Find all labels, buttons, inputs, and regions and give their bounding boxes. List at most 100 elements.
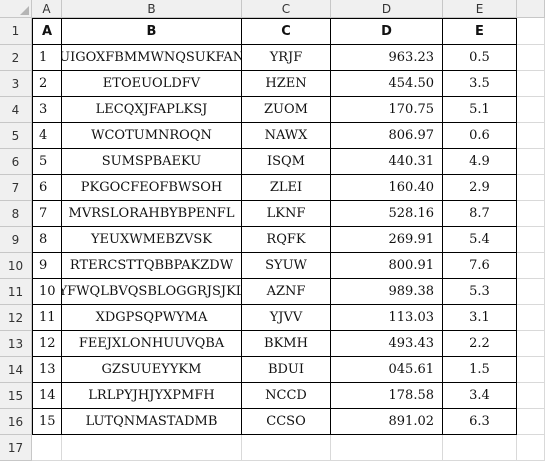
empty-cell[interactable] xyxy=(517,175,545,201)
table-cell[interactable]: 5.1 xyxy=(443,97,517,123)
row-header-4[interactable]: 4 xyxy=(0,97,32,123)
table-cell[interactable]: YEUXWMEBZVSK xyxy=(62,227,242,253)
table-cell[interactable]: 10 xyxy=(32,279,62,305)
empty-cell[interactable] xyxy=(517,279,545,305)
table-cell[interactable]: SUMSPBAEKU xyxy=(62,149,242,175)
row-header-15[interactable]: 15 xyxy=(0,383,32,409)
row-header-9[interactable]: 9 xyxy=(0,227,32,253)
table-cell[interactable]: 3.1 xyxy=(443,305,517,331)
table-cell[interactable]: RQFK xyxy=(242,227,331,253)
table-cell[interactable]: 8.7 xyxy=(443,201,517,227)
table-cell[interactable]: 3 xyxy=(32,97,62,123)
empty-cell[interactable] xyxy=(517,149,545,175)
row-header-10[interactable]: 10 xyxy=(0,253,32,279)
table-cell[interactable]: 5.4 xyxy=(443,227,517,253)
row-header-16[interactable]: 16 xyxy=(0,409,32,435)
table-cell[interactable]: 1 xyxy=(32,45,62,71)
table-cell[interactable]: 5 xyxy=(32,149,62,175)
table-cell[interactable]: ETOEUOLDFV xyxy=(62,71,242,97)
column-title-a[interactable]: A xyxy=(32,18,62,45)
table-cell[interactable]: MVRSLORAHBYBPENFL xyxy=(62,201,242,227)
table-cell[interactable]: 11 xyxy=(32,305,62,331)
table-cell[interactable]: 9 xyxy=(32,253,62,279)
table-cell[interactable]: 0.6 xyxy=(443,123,517,149)
table-cell[interactable]: 1.5 xyxy=(443,357,517,383)
table-cell[interactable]: 14 xyxy=(32,383,62,409)
table-cell[interactable]: 454.50 xyxy=(331,71,443,97)
table-cell[interactable]: CCSO xyxy=(242,409,331,435)
select-all-corner[interactable] xyxy=(0,0,32,18)
table-cell[interactable]: 6 xyxy=(32,175,62,201)
empty-cell[interactable] xyxy=(32,435,62,461)
table-cell[interactable]: 4.9 xyxy=(443,149,517,175)
table-cell[interactable]: FEEJXLONHUUVQBA xyxy=(62,331,242,357)
column-title-e[interactable]: E xyxy=(443,18,517,45)
table-cell[interactable]: SUIGOXFBMMWNQSUKFANT xyxy=(62,45,242,71)
table-cell[interactable]: 440.31 xyxy=(331,149,443,175)
table-cell[interactable]: GZSUUEYYKM xyxy=(62,357,242,383)
table-cell[interactable]: NCCD xyxy=(242,383,331,409)
empty-cell[interactable] xyxy=(517,435,545,461)
column-title-c[interactable]: C xyxy=(242,18,331,45)
table-cell[interactable]: RTERCSTTQBBPAKZDW xyxy=(62,253,242,279)
table-cell[interactable]: 7 xyxy=(32,201,62,227)
column-header-e[interactable]: E xyxy=(443,0,517,18)
empty-cell[interactable] xyxy=(517,18,545,45)
table-cell[interactable]: AZNF xyxy=(242,279,331,305)
empty-cell[interactable] xyxy=(62,435,242,461)
table-cell[interactable]: 3.4 xyxy=(443,383,517,409)
table-cell[interactable]: 269.91 xyxy=(331,227,443,253)
column-header-b[interactable]: B xyxy=(62,0,242,18)
table-cell[interactable]: SYUW xyxy=(242,253,331,279)
empty-cell[interactable] xyxy=(517,227,545,253)
table-cell[interactable]: BDUI xyxy=(242,357,331,383)
table-cell[interactable]: 2 xyxy=(32,71,62,97)
empty-cell[interactable] xyxy=(517,71,545,97)
row-header-3[interactable]: 3 xyxy=(0,71,32,97)
column-title-b[interactable]: B xyxy=(62,18,242,45)
table-cell[interactable]: 160.40 xyxy=(331,175,443,201)
table-cell[interactable]: BKMH xyxy=(242,331,331,357)
table-cell[interactable]: 045.61 xyxy=(331,357,443,383)
table-cell[interactable]: 528.16 xyxy=(331,201,443,227)
empty-cell[interactable] xyxy=(517,253,545,279)
table-cell[interactable]: YRJF xyxy=(242,45,331,71)
table-cell[interactable]: PKGOCFEOFBWSOH xyxy=(62,175,242,201)
row-header-11[interactable]: 11 xyxy=(0,279,32,305)
empty-cell[interactable] xyxy=(331,435,443,461)
table-cell[interactable]: ISQM xyxy=(242,149,331,175)
table-cell[interactable]: 2.9 xyxy=(443,175,517,201)
table-cell[interactable]: 170.75 xyxy=(331,97,443,123)
empty-cell[interactable] xyxy=(517,305,545,331)
empty-cell[interactable] xyxy=(517,123,545,149)
empty-cell[interactable] xyxy=(517,409,545,435)
column-title-d[interactable]: D xyxy=(331,18,443,45)
empty-cell[interactable] xyxy=(517,383,545,409)
empty-cell[interactable] xyxy=(517,97,545,123)
empty-cell[interactable] xyxy=(443,435,517,461)
row-header-1[interactable]: 1 xyxy=(0,18,32,45)
table-cell[interactable]: YJVV xyxy=(242,305,331,331)
table-cell[interactable]: 0.5 xyxy=(443,45,517,71)
table-cell[interactable]: LUTQNMASTADMB xyxy=(62,409,242,435)
empty-cell[interactable] xyxy=(242,435,331,461)
table-cell[interactable]: 4 xyxy=(32,123,62,149)
empty-cell[interactable] xyxy=(517,357,545,383)
table-cell[interactable]: 891.02 xyxy=(331,409,443,435)
empty-cell[interactable] xyxy=(517,201,545,227)
table-cell[interactable]: 2.2 xyxy=(443,331,517,357)
table-cell[interactable]: LECQXJFAPLKSJ xyxy=(62,97,242,123)
table-cell[interactable]: LRLPYJHJYXPMFH xyxy=(62,383,242,409)
column-header-a[interactable]: A xyxy=(32,0,62,18)
table-cell[interactable]: HZEN xyxy=(242,71,331,97)
table-cell[interactable]: NAWX xyxy=(242,123,331,149)
row-header-5[interactable]: 5 xyxy=(0,123,32,149)
table-cell[interactable]: 806.97 xyxy=(331,123,443,149)
table-cell[interactable]: YFWQLBVQSBLOGGRJSJKL xyxy=(62,279,242,305)
empty-cell[interactable] xyxy=(517,331,545,357)
table-cell[interactable]: 8 xyxy=(32,227,62,253)
row-header-2[interactable]: 2 xyxy=(0,45,32,71)
table-cell[interactable]: ZLEI xyxy=(242,175,331,201)
table-cell[interactable]: 989.38 xyxy=(331,279,443,305)
table-cell[interactable]: 113.03 xyxy=(331,305,443,331)
